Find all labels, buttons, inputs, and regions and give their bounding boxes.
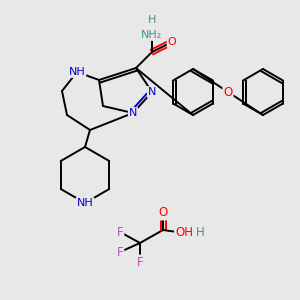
Text: O: O [224,85,232,98]
Text: H: H [196,226,204,239]
Text: F: F [117,226,123,238]
Text: H: H [148,15,156,25]
Text: NH: NH [69,67,86,77]
Text: F: F [137,256,143,268]
Text: N: N [129,108,137,118]
Text: NH₂: NH₂ [141,30,163,40]
Text: F: F [117,245,123,259]
Text: O: O [158,206,168,220]
Text: O: O [168,37,176,47]
Text: OH: OH [175,226,193,239]
Text: N: N [148,87,156,97]
Text: NH: NH [76,198,93,208]
